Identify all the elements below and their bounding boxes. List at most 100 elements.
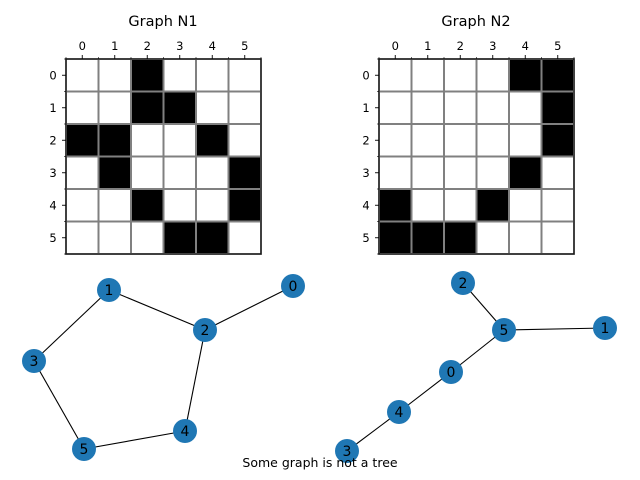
matrix-cell-3-0 (65, 155, 100, 190)
matrix-cell-4-3 (162, 188, 197, 223)
edge-1-2 (108, 289, 206, 331)
graph-drawing-n1: 0 1 2 3 4 5 (22, 274, 305, 461)
matrix-cell-1-4 (508, 90, 543, 125)
matrix-cell-4-3 (475, 188, 510, 223)
matrix-cell-0-4 (508, 58, 543, 93)
matrix-cell-1-1 (410, 90, 445, 125)
matrix-cell-1-1 (97, 90, 132, 125)
node-0 (439, 360, 463, 384)
matrix-cell-3-3 (475, 155, 510, 190)
matrix-cell-3-4 (195, 155, 230, 190)
node-label-2: 2 (459, 276, 468, 292)
figure-caption: Some graph is not a tree (242, 455, 397, 470)
node-label-4: 4 (395, 405, 404, 421)
matrix-cell-5-5 (227, 220, 262, 255)
matrix-cell-4-5 (540, 188, 575, 223)
node-label-1: 1 (105, 283, 114, 299)
edge-4-5 (83, 430, 186, 450)
edge-0-2 (204, 285, 294, 331)
node-3 (22, 349, 46, 373)
node-2 (451, 271, 475, 295)
edge-2-4 (184, 329, 206, 432)
node-label-1: 1 (601, 321, 610, 337)
matrix-cell-1-2 (130, 90, 165, 125)
matrix-cell-2-4 (508, 123, 543, 158)
matrix-cell-1-0 (65, 90, 100, 125)
matrix-cell-0-4 (195, 58, 230, 93)
edge-1-5 (503, 327, 606, 331)
y-tick-label: 5 (362, 231, 369, 245)
matrix-cell-4-5 (227, 188, 262, 223)
node-3 (335, 439, 359, 463)
node-label-2: 2 (201, 323, 210, 339)
y-tick-label: 5 (49, 231, 56, 245)
node-4 (387, 400, 411, 424)
matrix-cell-1-2 (443, 90, 478, 125)
x-tick-label: 1 (424, 39, 431, 53)
node-label-5: 5 (500, 323, 509, 339)
y-tick-label: 3 (362, 166, 369, 180)
y-tick-label: 4 (362, 198, 369, 212)
node-label-3: 3 (30, 354, 39, 370)
matrix-cell-5-1 (97, 220, 132, 255)
matrix-cell-3-5 (227, 155, 262, 190)
matrix-cell-0-5 (227, 58, 262, 93)
adjacency-matrix-n1: Graph N1 0 1 2 3 4 5 0 1 2 3 4 5 (49, 14, 262, 255)
node-label-0: 0 (289, 279, 298, 295)
matrix-cell-2-1 (97, 123, 132, 158)
y-tick-label: 0 (362, 68, 369, 82)
matrix-cell-5-4 (195, 220, 230, 255)
matrix-cell-1-0 (378, 90, 413, 125)
edge-1-3 (33, 289, 110, 362)
matrix-cell-0-2 (130, 58, 165, 93)
graph-drawing-n2: 0 1 2 3 4 5 (335, 271, 617, 463)
y-tick-label: 3 (49, 166, 56, 180)
node-5 (492, 318, 516, 342)
y-tick-label: 1 (362, 101, 369, 115)
x-tick-label: 4 (522, 39, 529, 53)
y-tick-label: 0 (49, 68, 56, 82)
matrix-title: Graph N1 (128, 14, 197, 30)
x-tick-label: 2 (457, 39, 464, 53)
node-label-0: 0 (447, 365, 456, 381)
matrix-cell-5-2 (443, 220, 478, 255)
matrix-cell-1-4 (195, 90, 230, 125)
node-1 (593, 316, 617, 340)
matrix-cell-5-0 (378, 220, 413, 255)
matrix-cell-2-1 (410, 123, 445, 158)
x-tick-label: 5 (241, 39, 248, 53)
matrix-cell-1-5 (227, 90, 262, 125)
node-4 (173, 419, 197, 443)
matrix-cell-4-1 (97, 188, 132, 223)
matrix-cell-5-2 (130, 220, 165, 255)
matrix-cell-0-3 (475, 58, 510, 93)
matrix-cell-3-1 (410, 155, 445, 190)
matrix-cell-5-5 (540, 220, 575, 255)
matrix-cell-1-5 (540, 90, 575, 125)
matrix-cell-5-3 (475, 220, 510, 255)
matrix-cell-3-1 (97, 155, 132, 190)
matrix-cell-3-0 (378, 155, 413, 190)
matrix-cell-1-3 (475, 90, 510, 125)
matrix-title: Graph N2 (441, 14, 510, 30)
matrix-cell-5-3 (162, 220, 197, 255)
y-tick-label: 2 (362, 133, 369, 147)
x-tick-label: 3 (489, 39, 496, 53)
matrix-cell-4-4 (195, 188, 230, 223)
matrix-cell-0-0 (65, 58, 100, 93)
matrix-cell-2-5 (227, 123, 262, 158)
x-tick-label: 0 (392, 39, 399, 53)
matrix-cell-0-0 (378, 58, 413, 93)
matrix-cell-4-0 (65, 188, 100, 223)
matrix-cell-3-2 (443, 155, 478, 190)
edge-3-5 (33, 360, 85, 450)
x-tick-label: 3 (176, 39, 183, 53)
x-tick-label: 5 (554, 39, 561, 53)
matrix-cell-2-3 (475, 123, 510, 158)
matrix-cell-4-4 (508, 188, 543, 223)
matrix-cell-2-2 (443, 123, 478, 158)
node-label-3: 3 (343, 444, 352, 460)
matrix-cell-3-2 (130, 155, 165, 190)
matrix-cell-4-1 (410, 188, 445, 223)
matrix-cell-0-5 (540, 58, 575, 93)
